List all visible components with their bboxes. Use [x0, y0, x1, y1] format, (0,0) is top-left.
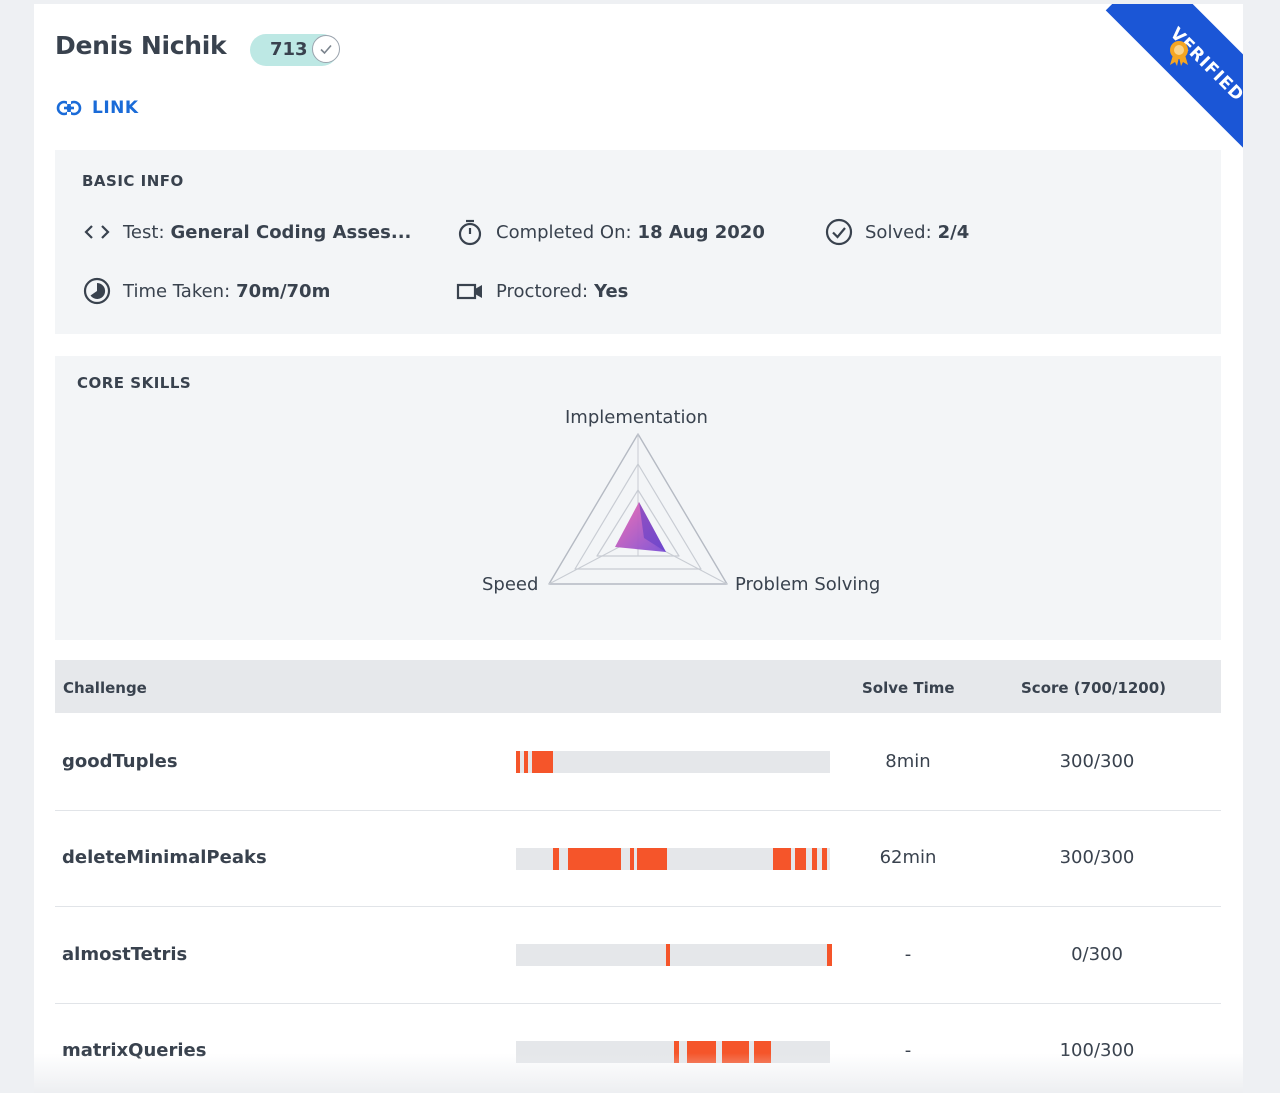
axis-label-speed: Speed	[482, 574, 539, 595]
verified-check-icon	[312, 35, 340, 63]
test-label: Test:	[123, 221, 165, 243]
completed-value: 18 Aug 2020	[637, 221, 765, 243]
challenge-table-header: Challenge Solve Time Score (700/1200)	[55, 660, 1221, 713]
activity-bar	[516, 848, 830, 870]
check-circle-icon	[825, 218, 853, 246]
axis-label-problem-solving: Problem Solving	[735, 574, 881, 595]
core-skills-title: CORE SKILLS	[77, 374, 192, 392]
clock-pie-icon	[83, 277, 111, 305]
table-row[interactable]: deleteMinimalPeaks 62min 300/300	[55, 810, 1221, 907]
candidate-name: Denis Nichik	[55, 31, 227, 60]
stopwatch-icon	[458, 219, 482, 246]
radar-ring-middle	[574, 463, 702, 570]
score-value: 713	[270, 39, 308, 60]
axis-label-implementation: Implementation	[565, 407, 708, 428]
completed-label: Completed On:	[496, 221, 632, 243]
solved-info: Solved: 2/4	[825, 218, 969, 246]
verified-ribbon: VERIFIED	[1063, 4, 1243, 184]
challenge-score: 0/300	[1071, 944, 1123, 965]
proctored-info: Proctored: Yes	[456, 277, 628, 305]
activity-bar	[516, 1041, 830, 1063]
candidate-report-card: Denis Nichik 713 LINK VERIFIED BASIC INF…	[34, 4, 1243, 1093]
challenge-name[interactable]: goodTuples	[62, 751, 178, 772]
table-row[interactable]: almostTetris - 0/300	[55, 907, 1221, 1004]
code-icon	[84, 225, 110, 239]
test-info: Test: General Coding Asses...	[83, 218, 411, 246]
time-taken-info: Time Taken: 70m/70m	[83, 277, 330, 305]
activity-bar	[516, 944, 832, 966]
col-solve-time: Solve Time	[862, 679, 955, 697]
challenge-score: 300/300	[1059, 847, 1135, 868]
table-row[interactable]: goodTuples 8min 300/300	[55, 714, 1221, 811]
proctored-label: Proctored:	[496, 280, 589, 302]
video-camera-icon	[456, 283, 482, 300]
solve-time: 62min	[879, 847, 937, 868]
challenge-name[interactable]: matrixQueries	[62, 1040, 207, 1061]
solve-time: -	[904, 944, 912, 965]
col-score: Score (700/1200)	[1021, 679, 1167, 697]
completed-info: Completed On: 18 Aug 2020	[456, 218, 765, 246]
link-icon	[56, 100, 82, 116]
solve-time: 8min	[885, 751, 931, 772]
basic-info-panel: BASIC INFO Test: General Coding Asses...…	[55, 150, 1221, 334]
score-badge: 713	[250, 34, 340, 66]
challenge-name[interactable]: almostTetris	[62, 944, 188, 965]
basic-info-title: BASIC INFO	[82, 172, 184, 190]
activity-bar	[516, 751, 830, 773]
challenge-name[interactable]: deleteMinimalPeaks	[62, 847, 267, 868]
radar-ring-outer	[548, 433, 728, 585]
solve-time: -	[904, 1040, 912, 1061]
core-skills-panel: CORE SKILLS Implementation Speed Problem…	[55, 356, 1221, 640]
test-value: General Coding Asses...	[170, 221, 412, 243]
medal-icon	[1170, 41, 1188, 66]
skills-radar-chart	[548, 433, 728, 585]
col-challenge: Challenge	[63, 679, 147, 697]
challenge-score: 300/300	[1059, 751, 1135, 772]
link-label[interactable]: LINK	[92, 98, 139, 118]
table-row[interactable]: matrixQueries - 100/300	[55, 1003, 1221, 1093]
solved-label: Solved:	[865, 221, 932, 243]
challenge-score: 100/300	[1059, 1040, 1135, 1061]
profile-link[interactable]: LINK	[56, 98, 139, 118]
time-taken-label: Time Taken:	[123, 280, 231, 302]
proctored-value: Yes	[594, 280, 629, 302]
solved-value: 2/4	[937, 221, 970, 243]
time-taken-value: 70m/70m	[236, 280, 331, 302]
